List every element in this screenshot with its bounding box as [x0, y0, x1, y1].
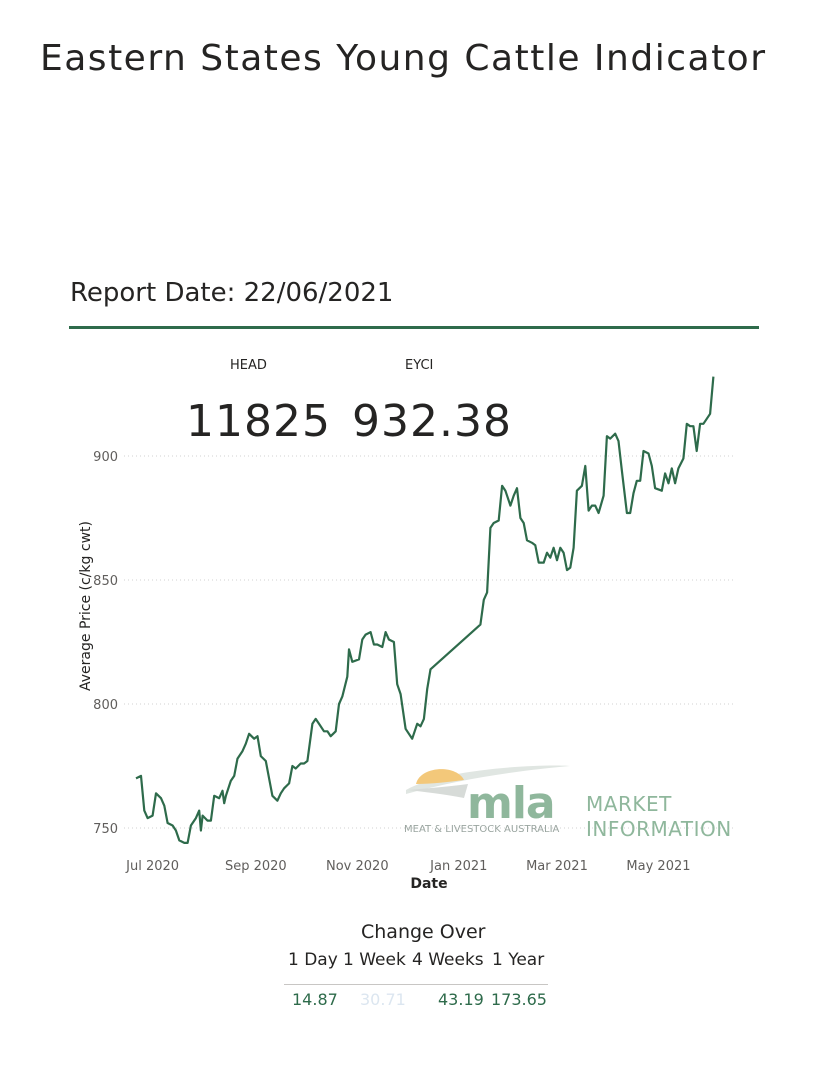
head-value: 11825 — [186, 396, 331, 447]
x-axis-ticks: Jul 2020 Sep 2020 Nov 2020 Jan 2021 Mar 2021… — [125, 859, 690, 874]
x-tick-label: Jan 2021 — [429, 859, 487, 874]
page-title: Eastern States Young Cattle Indicator — [40, 38, 767, 79]
report-date: Report Date: 22/06/2021 — [70, 278, 394, 308]
x-tick-label: May 2021 — [626, 859, 690, 874]
y-tick-label: 800 — [93, 698, 118, 713]
change-value-1-year: 173.65 — [491, 990, 547, 1009]
eyci-line-chart: 750 800 850 900 Jul 2020 Sep 2020 Nov 2020 Jan… — [78, 376, 733, 892]
change-over-title: Change Over — [361, 921, 486, 943]
change-header-1-week: 1 Week — [343, 950, 406, 970]
market-text: MARKET — [586, 792, 672, 816]
change-header-1-day: 1 Day — [288, 950, 338, 970]
mla-logo-word: mla — [467, 778, 556, 829]
change-value-1-week: 30.71 — [360, 990, 406, 1009]
eyci-value: 932.38 — [352, 396, 512, 447]
y-tick-label: 850 — [93, 574, 118, 589]
x-tick-label: Sep 2020 — [225, 859, 287, 874]
eyci-series-line — [135, 376, 715, 844]
x-tick-label: Mar 2021 — [526, 859, 588, 874]
mla-logo-subtitle: MEAT & LIVESTOCK AUSTRALIA — [404, 824, 560, 835]
x-axis-label: Date — [410, 876, 447, 892]
y-axis-label: Average Price (c/kg cwt) — [78, 521, 94, 691]
change-header-4-weeks: 4 Weeks — [412, 950, 484, 970]
header-divider — [69, 326, 759, 329]
y-axis-ticks: 750 800 850 900 — [93, 450, 118, 837]
head-label: HEAD — [230, 358, 267, 373]
change-value-1-day: 14.87 — [292, 990, 338, 1009]
market-information-logo-text: MARKET INFORMATION — [586, 792, 732, 842]
information-text: INFORMATION — [586, 817, 732, 841]
change-over-divider — [284, 984, 548, 985]
y-tick-label: 900 — [93, 450, 118, 465]
change-value-4-weeks: 43.19 — [438, 990, 484, 1009]
change-header-1-year: 1 Year — [492, 950, 545, 970]
y-tick-label: 750 — [93, 822, 118, 837]
gridlines — [124, 455, 733, 829]
eyci-label: EYCI — [405, 358, 434, 373]
x-tick-label: Jul 2020 — [125, 859, 179, 874]
x-tick-label: Nov 2020 — [326, 859, 389, 874]
mla-logo — [406, 765, 570, 798]
